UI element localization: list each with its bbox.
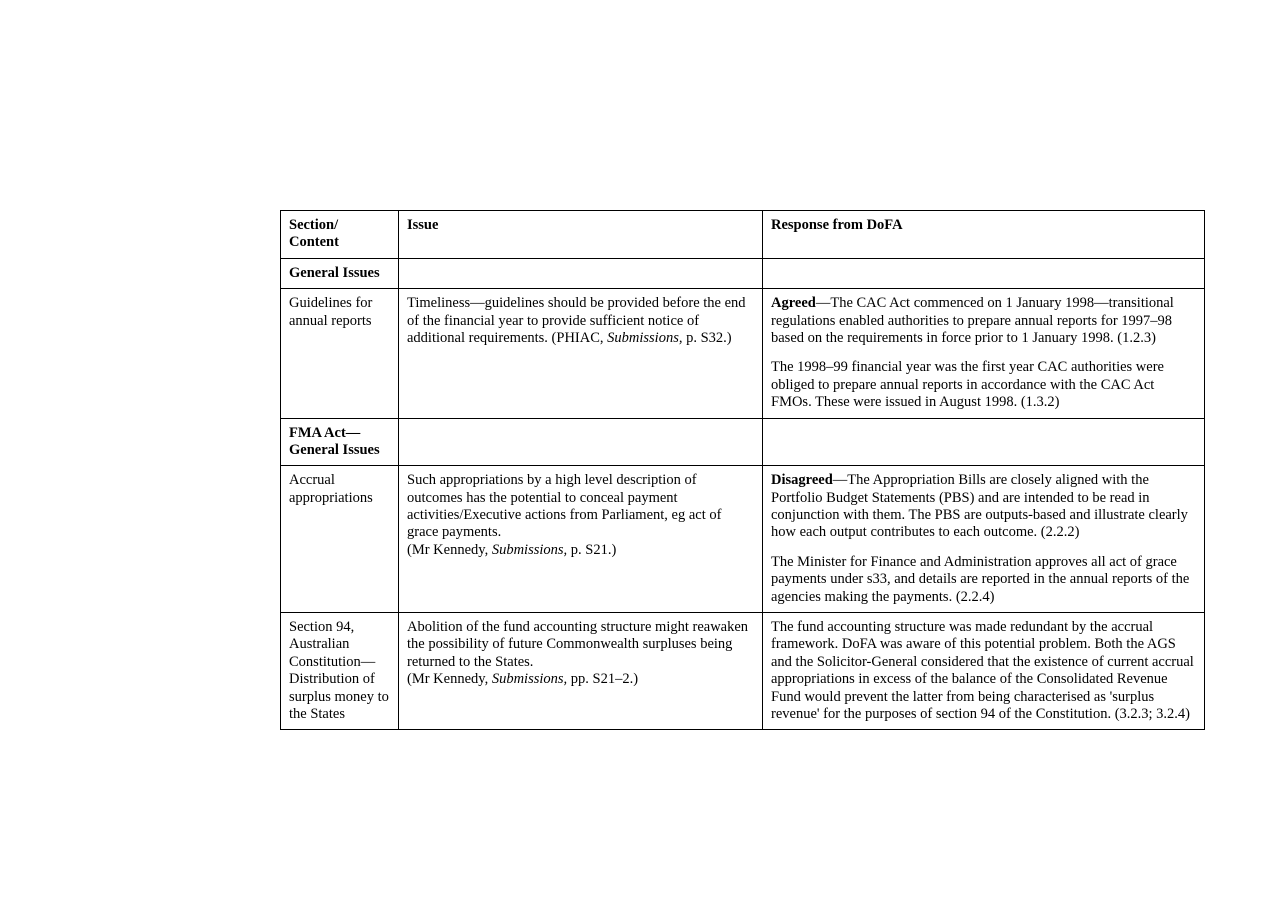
text-run: (Mr Kennedy, [407, 671, 492, 687]
text-run: Disagreed [771, 472, 833, 488]
header-section-content: Section/ Content [281, 211, 399, 259]
text-run: pp. S21–2.) [567, 671, 638, 687]
text-run: Submissions, [607, 330, 682, 346]
cell-issue: Such appropriations by a high level desc… [399, 466, 763, 613]
cell-response [763, 258, 1205, 288]
cell-section: FMA Act—General Issues [281, 418, 399, 466]
table-row: FMA Act—General Issues [281, 418, 1205, 466]
text-run: (Mr Kennedy, [407, 542, 492, 558]
cell-response [763, 418, 1205, 466]
header-response: Response from DoFA [763, 211, 1205, 259]
cell-issue [399, 418, 763, 466]
text-run: The Minister for Finance and Administrat… [771, 554, 1189, 605]
issues-table: Section/ Content Issue Response from DoF… [280, 210, 1205, 730]
table-row: Accrual appropriationsSuch appropriation… [281, 466, 1205, 613]
text-run: Submissions, [492, 671, 567, 687]
table-row: Section 94, Australian Constitution—Dist… [281, 613, 1205, 730]
header-text: Content [289, 234, 339, 250]
text-run: p. S21.) [567, 542, 616, 558]
text-run: The fund accounting structure was made r… [771, 619, 1194, 722]
cell-response: Disagreed—The Appropriation Bills are cl… [763, 466, 1205, 613]
text-run: —The Appropriation Bills are closely ali… [771, 472, 1188, 540]
cell-issue: Abolition of the fund accounting structu… [399, 613, 763, 730]
table-header-row: Section/ Content Issue Response from DoF… [281, 211, 1205, 259]
paragraph-gap [771, 347, 1196, 359]
cell-issue: Timeliness—guidelines should be provided… [399, 289, 763, 418]
text-run: Agreed [771, 295, 816, 311]
text-run: —The CAC Act commenced on 1 January 1998… [771, 295, 1174, 346]
table-body: General IssuesGuidelines for annual repo… [281, 258, 1205, 730]
header-issue: Issue [399, 211, 763, 259]
cell-section: Section 94, Australian Constitution—Dist… [281, 613, 399, 730]
cell-section: Guidelines for annual reports [281, 289, 399, 418]
text-run: Such appropriations by a high level desc… [407, 472, 721, 540]
cell-response: Agreed—The CAC Act commenced on 1 Januar… [763, 289, 1205, 418]
paragraph-gap [771, 542, 1196, 554]
cell-response: The fund accounting structure was made r… [763, 613, 1205, 730]
section-heading-text: General Issues [289, 442, 380, 458]
text-run: p. S32.) [682, 330, 731, 346]
text-run: Abolition of the fund accounting structu… [407, 619, 748, 670]
page: Section/ Content Issue Response from DoF… [0, 0, 1280, 904]
table-row: General Issues [281, 258, 1205, 288]
text-run: The 1998–99 financial year was the first… [771, 359, 1164, 410]
table-row: Guidelines for annual reportsTimeliness—… [281, 289, 1205, 418]
cell-issue [399, 258, 763, 288]
section-heading-text: FMA Act— [289, 425, 360, 441]
cell-section: Accrual appropriations [281, 466, 399, 613]
text-run: Submissions, [492, 542, 567, 558]
header-text: Section/ [289, 217, 338, 233]
cell-section: General Issues [281, 258, 399, 288]
